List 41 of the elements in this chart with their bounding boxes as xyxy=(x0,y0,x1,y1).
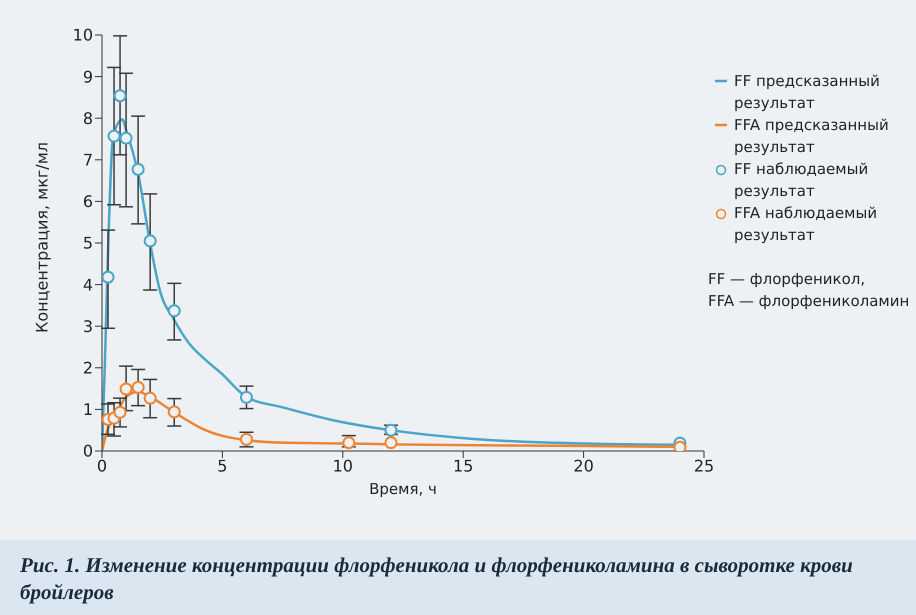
point xyxy=(673,440,686,451)
y-tick-label: 3 xyxy=(82,316,93,336)
point xyxy=(144,392,157,405)
x-axis-title: Время, ч xyxy=(369,480,437,498)
x-tick-label: 25 xyxy=(694,456,714,476)
point xyxy=(120,382,133,396)
x-tick-label: 10 xyxy=(332,456,353,476)
text: FFA — флорфениколамин xyxy=(708,291,910,312)
y-axis-title: Концентрация, мкг/мл xyxy=(32,142,52,333)
legend-label: FFA предсказанный результат xyxy=(734,115,890,158)
x-tick-label: 15 xyxy=(453,456,474,476)
y-tick-label: 5 xyxy=(82,234,93,253)
point xyxy=(120,132,133,145)
point xyxy=(384,436,398,450)
y-tick-label: 1 xyxy=(82,400,93,420)
y-tick-label: 7 xyxy=(82,150,93,170)
point xyxy=(240,390,253,404)
y-tick-label: 10 xyxy=(72,26,93,45)
legend-label: FFA наблюдаемый результат xyxy=(734,203,878,246)
x-tick-label: 0 xyxy=(96,456,108,476)
y-tick-label: 9 xyxy=(82,67,93,86)
point xyxy=(114,406,127,419)
legend-label: FF предсказанный результат xyxy=(734,71,881,114)
y-tick-label: 4 xyxy=(82,275,93,294)
text: FF — флорфеникол, xyxy=(708,269,866,290)
point xyxy=(168,304,181,318)
y-tick-label: 8 xyxy=(82,108,93,128)
text: Рис. 1. Изменение концентрации флорфеникола и флорфениколамина в сыворотке крови бройлеров xyxy=(19,552,854,606)
point xyxy=(102,270,115,284)
point xyxy=(132,380,145,394)
point xyxy=(168,405,181,418)
point xyxy=(132,162,145,176)
x-tick-label: 5 xyxy=(217,456,228,476)
y-tick-label: 6 xyxy=(82,192,93,212)
point xyxy=(114,89,127,102)
x-tick-label: 20 xyxy=(573,456,594,476)
point xyxy=(144,234,157,248)
point xyxy=(108,130,121,143)
legend-label: FF наблюдаемый результат xyxy=(734,159,870,202)
y-tick-label: 0 xyxy=(82,442,93,461)
y-tick-label: 2 xyxy=(82,358,93,378)
